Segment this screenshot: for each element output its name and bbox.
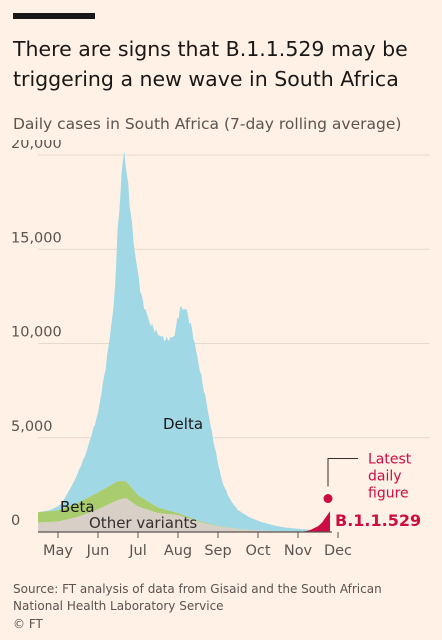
title-bar-accent: [13, 13, 95, 19]
chart-title: There are signs that B.1.1.529 may be tr…: [13, 37, 408, 91]
x-tick-label: Dec: [324, 543, 352, 559]
y-tick-label: 5,000: [11, 419, 53, 435]
beta-label: Beta: [60, 498, 95, 516]
stacked-areas: [38, 150, 330, 532]
latest-figure-dot: [323, 494, 333, 504]
x-tick-label: Jun: [86, 543, 110, 559]
chart-subtitle: Daily cases in South Africa (7-day rolli…: [13, 115, 402, 133]
other-variants-area: [38, 498, 330, 532]
latest-figure-label-line: daily: [368, 469, 402, 485]
copyright-credit: © FT: [13, 617, 43, 631]
x-tick-label: Oct: [245, 543, 270, 559]
b11529-label: B.1.1.529: [335, 511, 421, 530]
latest-figure-label-line: figure: [368, 486, 409, 502]
x-tick-label: Jul: [128, 543, 147, 559]
latest-figure-label: Latest daily figure: [368, 452, 412, 502]
delta-label: Delta: [163, 415, 203, 433]
latest-figure-label-line: Latest: [368, 452, 412, 468]
callout-line: [327, 458, 358, 487]
chart-area: 0 5,000 10,000 15,000 20,000 May Jun Jul Aug Sep O…: [11, 140, 430, 559]
x-tick-label: Aug: [164, 543, 192, 559]
x-tick-label: Nov: [284, 543, 313, 559]
source-note: Source: FT analysis of data from Gisaid …: [13, 582, 382, 613]
gridlines: [38, 154, 430, 439]
y-tick-label: 20,000: [11, 140, 62, 152]
x-tick-label: Sep: [204, 543, 231, 559]
beta-area: [38, 481, 330, 532]
x-tick-label: May: [43, 543, 73, 559]
delta-area: [38, 150, 330, 532]
other-variants-label: Other variants: [89, 514, 197, 532]
axes: 0 5,000 10,000 15,000 20,000 May Jun Jul Aug Sep O…: [11, 140, 352, 559]
y-tick-label: 0: [11, 513, 20, 529]
y-tick-label: 15,000: [11, 230, 62, 246]
b11529-area: [302, 511, 330, 532]
y-tick-label: 10,000: [11, 325, 62, 341]
